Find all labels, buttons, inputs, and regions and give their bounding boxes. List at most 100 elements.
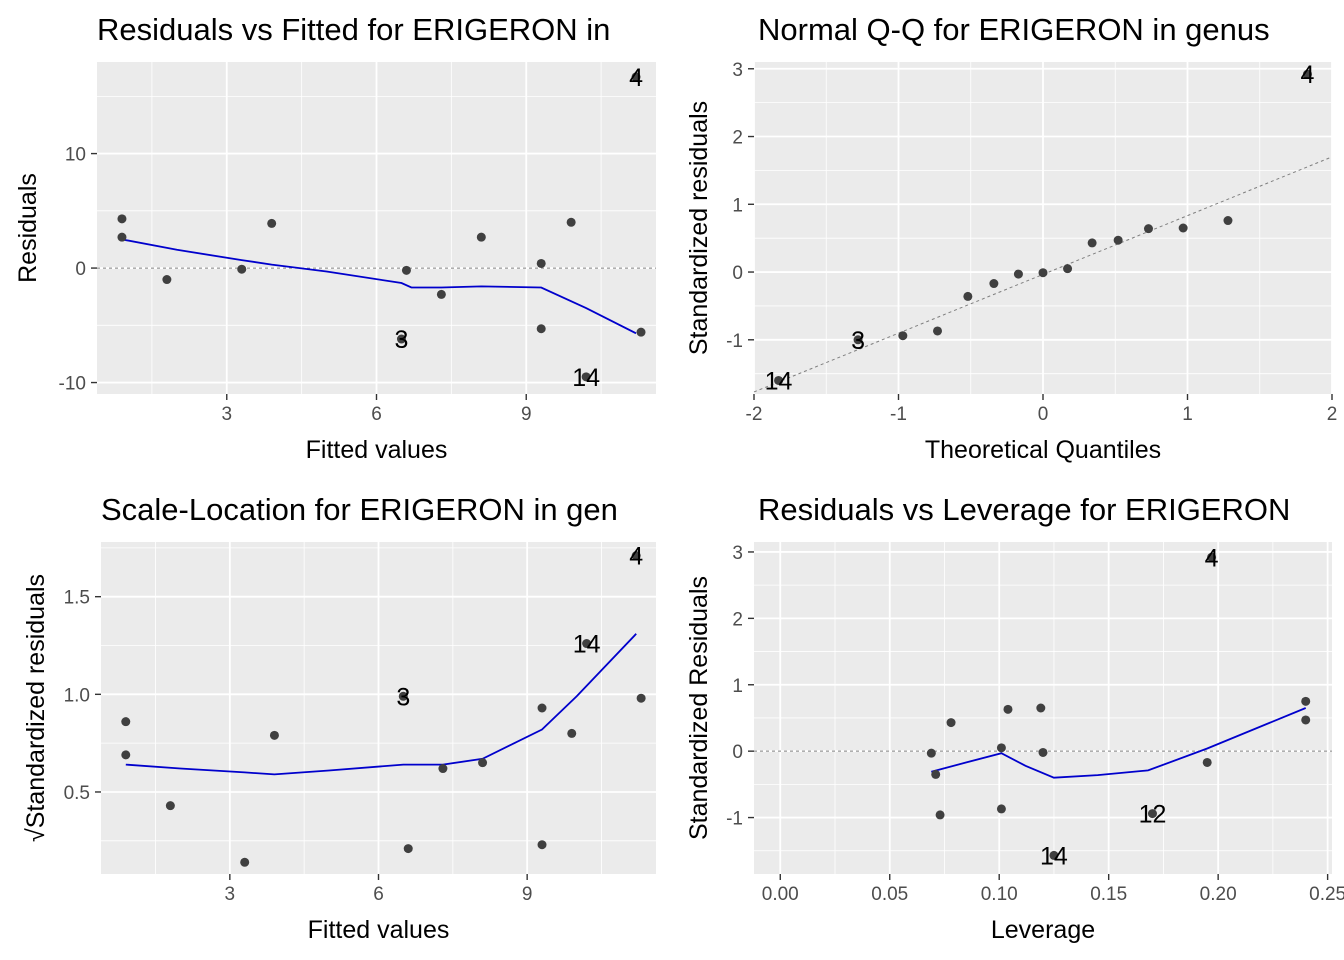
point-label: 14 <box>765 367 793 395</box>
point-label: 4 <box>629 64 643 92</box>
data-point <box>438 764 448 774</box>
point-label: 12 <box>1139 801 1167 829</box>
gridlines <box>101 542 656 874</box>
data-point <box>989 279 999 289</box>
data-point <box>398 691 408 701</box>
data-point <box>1038 268 1048 278</box>
gridlines <box>97 62 656 394</box>
data-point <box>1038 747 1048 757</box>
y-tick-label: 0 <box>732 742 743 763</box>
x-tick-label: 2 <box>1327 404 1338 425</box>
point-label: 14 <box>572 364 600 392</box>
reference-line <box>753 156 1333 393</box>
y-tick-label: -1 <box>726 809 743 830</box>
data-point <box>931 769 941 779</box>
data-point <box>853 335 863 345</box>
smooth-line <box>931 707 1307 779</box>
data-point <box>898 331 908 341</box>
panel-title: Scale-Location for ERIGERON in gen <box>101 492 618 527</box>
data-point <box>240 857 250 867</box>
smooth-line <box>125 633 637 776</box>
y-tick-label: 0 <box>732 263 743 284</box>
x-tick-label: 9 <box>522 884 533 905</box>
point-label: 4 <box>629 543 643 571</box>
x-tick-label: 3 <box>225 884 236 905</box>
y-tick-label: -10 <box>59 374 86 395</box>
y-axis-title: Standardized Residuals <box>685 576 713 840</box>
data-point <box>536 258 546 268</box>
data-point <box>935 810 945 820</box>
data-point <box>403 844 413 854</box>
data-point <box>237 264 247 274</box>
x-axis-title: Leverage <box>991 916 1095 944</box>
scale-location-panel: 3 6 9 0.5 1.0 1.5 4 14 3 Scale-Location for ERIGE… <box>22 492 656 944</box>
data-point <box>996 743 1006 753</box>
data-point <box>1063 264 1073 274</box>
y-axis-title: √Standardized residuals <box>22 574 50 842</box>
y-tick-label: 1 <box>732 195 743 216</box>
x-tick-label: 0 <box>1038 404 1049 425</box>
data-point <box>269 730 279 740</box>
data-point <box>436 289 446 299</box>
data-point <box>1202 757 1212 767</box>
smooth-line <box>121 238 637 335</box>
data-point <box>774 375 784 385</box>
x-axis-title: Fitted values <box>308 916 450 944</box>
data-point <box>996 804 1006 814</box>
data-point <box>582 639 592 649</box>
data-point <box>537 840 547 850</box>
data-point <box>1301 696 1311 706</box>
point-label: 3 <box>395 326 409 354</box>
data-point <box>1003 704 1013 714</box>
data-point <box>926 748 936 758</box>
x-tick-label: 0.20 <box>1200 884 1237 905</box>
data-point <box>117 214 127 224</box>
panel-title: Residuals vs Leverage for ERIGERON <box>758 492 1290 527</box>
data-point <box>121 750 131 760</box>
panel-title: Residuals vs Fitted for ERIGERON in <box>97 12 610 47</box>
data-point <box>1049 850 1059 860</box>
data-point <box>478 758 488 768</box>
data-point <box>631 72 641 82</box>
data-point <box>1113 235 1123 245</box>
data-point <box>636 693 646 703</box>
data-point <box>1087 238 1097 248</box>
x-tick-label: 6 <box>371 404 382 425</box>
x-axis-title: Fitted values <box>306 436 448 464</box>
y-tick-label: 1 <box>732 676 743 697</box>
normal-qq-panel: -2 -1 0 1 2 -1 0 1 2 3 4 3 14 Normal Q-Q for ERIGERON… <box>685 12 1337 464</box>
y-tick-label: -1 <box>726 331 743 352</box>
data-point <box>267 218 277 228</box>
data-point <box>1143 224 1153 234</box>
data-point <box>1207 552 1217 562</box>
x-tick-label: 0.00 <box>762 884 799 905</box>
data-point <box>631 551 641 561</box>
data-point <box>165 801 175 811</box>
data-point <box>1223 216 1233 226</box>
x-tick-label: -1 <box>890 404 907 425</box>
point-label: 4 <box>1300 61 1314 89</box>
gridlines <box>753 62 1333 394</box>
data-point <box>1302 69 1312 79</box>
y-axis-title: Residuals <box>14 173 42 283</box>
data-point <box>1178 223 1188 233</box>
y-axis-title: Standardized residuals <box>685 101 713 355</box>
data-point <box>121 717 131 727</box>
point-label: 4 <box>1205 544 1219 572</box>
point-label: 3 <box>851 327 865 355</box>
x-axis-title: Theoretical Quantiles <box>925 436 1161 464</box>
residuals-vs-fitted-panel: 3 6 9 -10 0 10 4 3 14 Residuals vs Fitted for ERI… <box>14 12 656 464</box>
point-label: 3 <box>396 683 410 711</box>
data-point <box>401 265 411 275</box>
y-tick-label: 2 <box>732 609 743 630</box>
x-tick-label: 0.10 <box>981 884 1018 905</box>
data-point <box>933 326 943 336</box>
data-point <box>396 334 406 344</box>
x-tick-label: 1 <box>1182 404 1193 425</box>
y-tick-label: 10 <box>65 145 86 166</box>
x-tick-label: 6 <box>373 884 384 905</box>
data-point <box>567 728 577 738</box>
point-label: 14 <box>1040 842 1068 870</box>
